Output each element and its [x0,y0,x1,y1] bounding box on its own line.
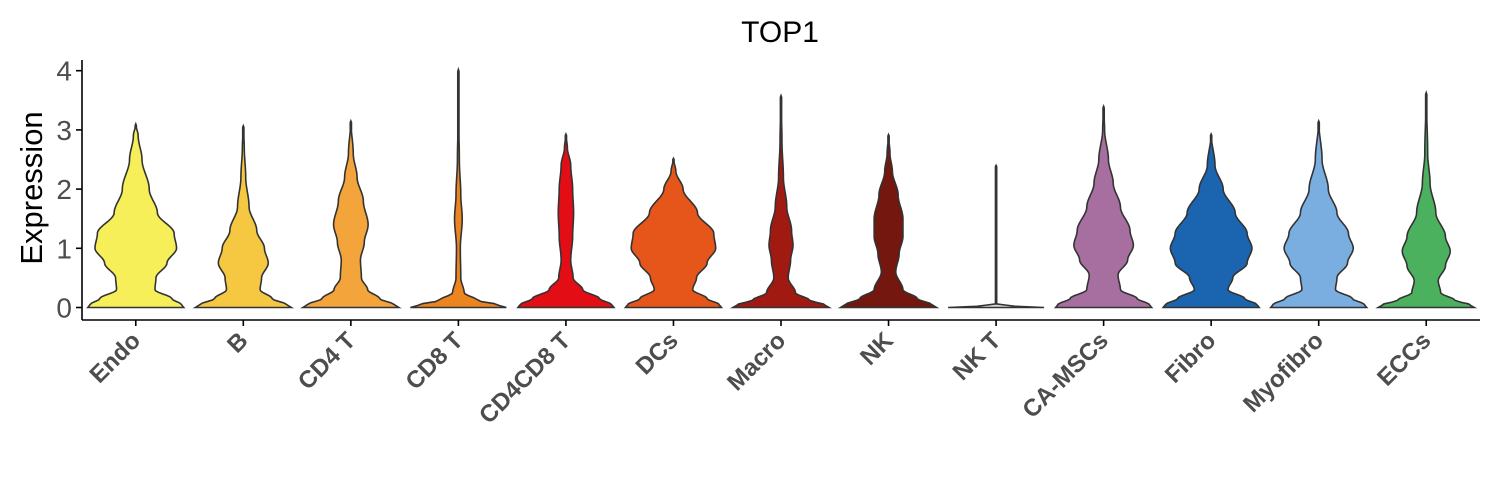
violin-fibro [1161,131,1261,309]
y-tick-label: 3 [56,115,72,146]
x-tick-label: CD8 T [401,327,469,395]
y-axis-label: Expression [14,111,49,264]
violin-b [192,123,295,309]
x-ticks: Endo B CD4 T CD8 T CD4CD8 T DCs Macro NK NK T CA-… [84,320,1436,429]
y-tick-label: 0 [56,293,72,324]
x-tick-label: B [222,327,253,358]
x-tick-label: CD4 T [293,327,361,395]
x-tick-label: CD4CD8 T [474,327,576,429]
violin-myofibro [1268,118,1369,309]
violin-cd4cd8-t [516,131,616,309]
x-tick-label: Macro [722,327,791,396]
x-tick-label: CA-MSCs [1017,327,1113,423]
violin-nk-t [948,163,1045,309]
x-tick-label: Fibro [1160,327,1222,389]
violin-cd8-t [410,66,507,309]
chart-title: TOP1 [741,16,819,49]
violin-macro [729,93,833,309]
violin-dcs [623,156,724,309]
x-tick-label: Myofibro [1238,327,1329,418]
x-tick-label: ECCs [1372,327,1436,391]
violin-endo [86,121,186,309]
y-tick-label: 4 [56,56,72,87]
violin-ca-mscs [1053,103,1154,309]
x-tick-label: Endo [84,327,146,389]
violin-group [86,66,1478,309]
x-tick-label: NK [855,327,899,371]
x-tick-label: DCs [631,327,684,380]
x-tick-label: NK T [948,327,1007,386]
y-tick-label: 2 [56,174,72,205]
violin-eccs [1375,90,1478,309]
y-ticks: 0 1 2 3 4 [56,56,82,324]
violin-cd4-t [299,118,402,309]
violin-nk [837,132,940,309]
y-tick-label: 1 [56,233,72,264]
